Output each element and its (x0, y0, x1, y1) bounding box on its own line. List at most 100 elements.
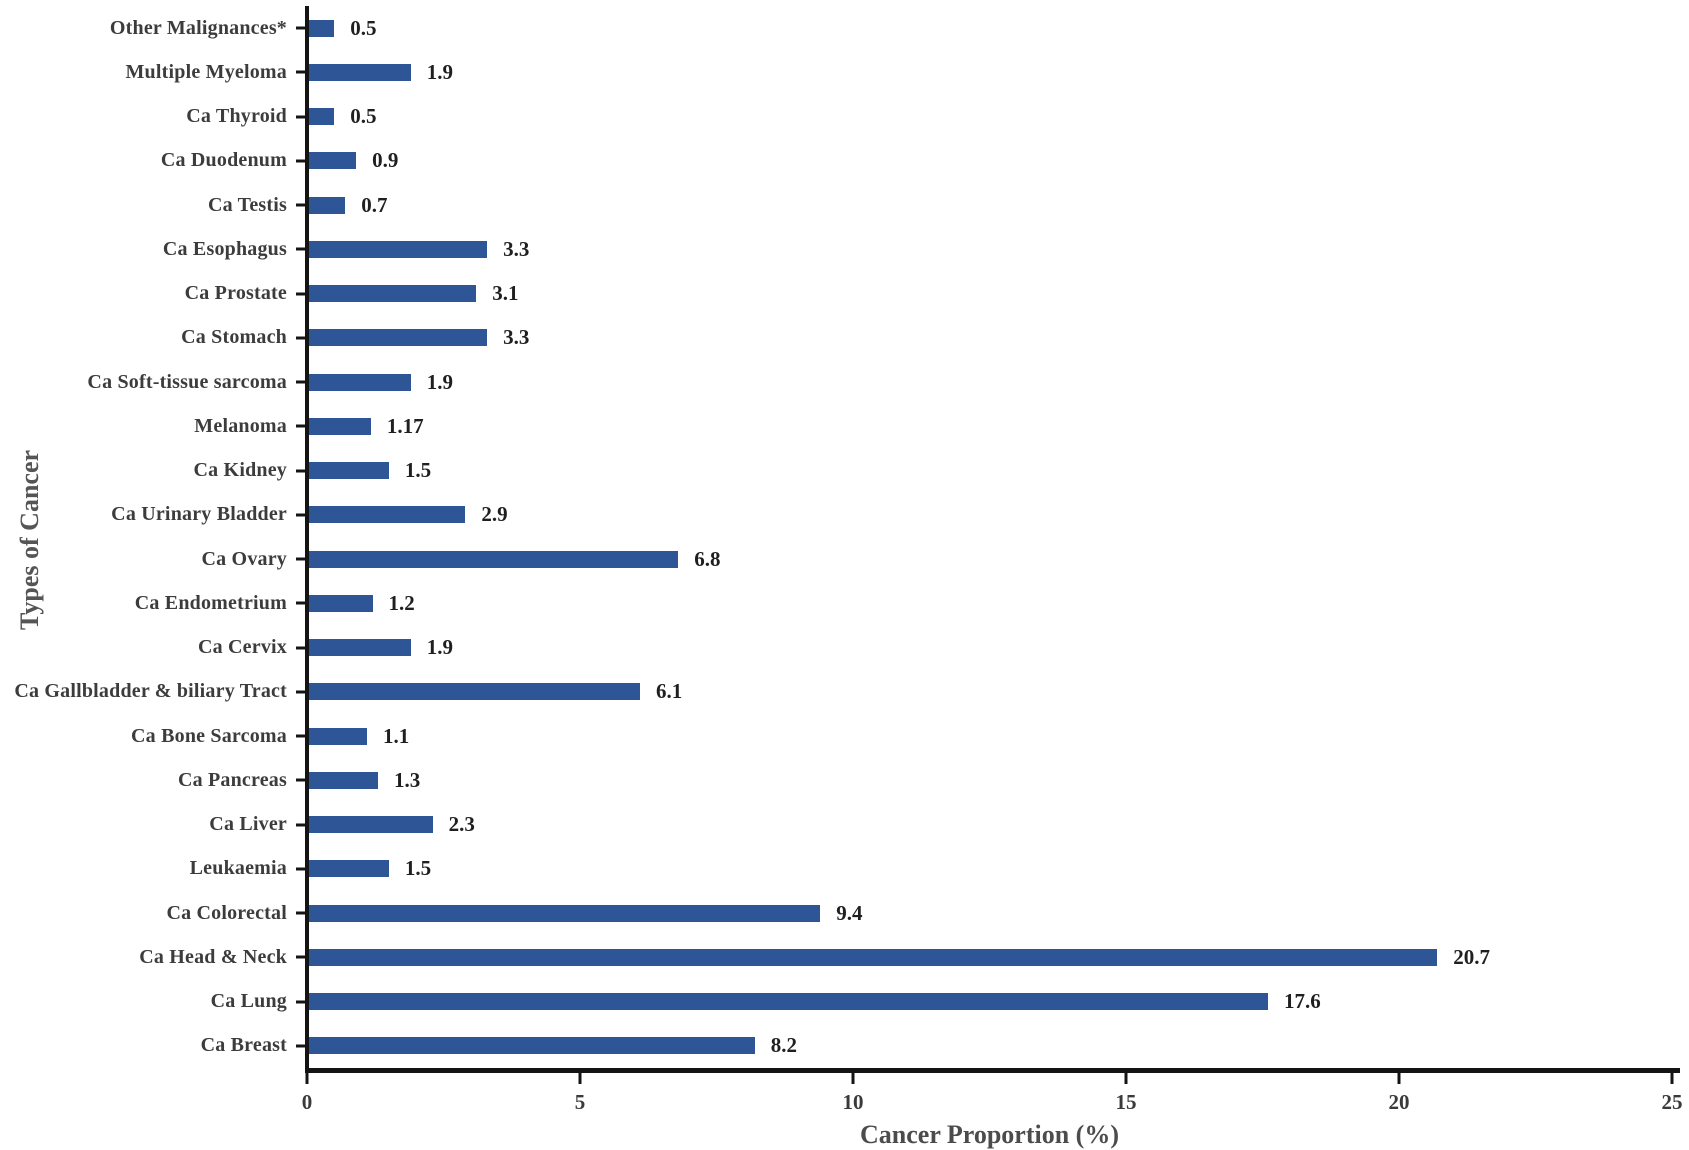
value-label: 3.1 (492, 281, 519, 306)
y-tick-mark (296, 690, 307, 694)
category-label: Ca Kidney (193, 459, 287, 482)
y-tick-mark (296, 734, 307, 738)
category-label: Multiple Myeloma (125, 60, 287, 83)
category-label: Ca Ovary (201, 547, 287, 570)
category-label: Ca Testis (207, 193, 287, 216)
bar (307, 63, 411, 81)
bar-row: Ca Bone Sarcoma 1.1 (131, 714, 1672, 758)
value-label: 1.2 (388, 590, 415, 615)
category-label: Ca Duodenum (160, 149, 287, 172)
category-label: Ca Head & Neck (139, 945, 287, 968)
bar-row: Ca Ovary 6.8 (202, 537, 1672, 581)
bar (307, 285, 477, 303)
bar (307, 506, 466, 524)
bar (307, 108, 335, 126)
value-label: 1.9 (426, 635, 453, 660)
bar-row: Ca Duodenum 0.9 (161, 139, 1672, 183)
category-label: Ca Breast (200, 1034, 287, 1057)
category-label: Leukaemia (189, 857, 287, 880)
bar-rows: Other Malignances* 0.5 Multiple Myeloma 1.9… (14, 6, 1672, 1068)
y-axis-line (305, 6, 309, 1072)
category-label: Ca Cervix (198, 636, 287, 659)
value-label: 1.17 (386, 413, 424, 438)
value-label: 9.4 (836, 900, 863, 925)
x-tick-mark (1397, 1073, 1401, 1084)
bar-row: Ca Urinary Bladder 2.9 (111, 493, 1672, 537)
bar (307, 196, 346, 214)
y-tick-mark (296, 424, 307, 428)
y-tick-mark (296, 646, 307, 650)
bar (307, 373, 411, 391)
bar (307, 993, 1268, 1011)
bar-row: Ca Lung 17.6 (211, 980, 1672, 1024)
y-tick-mark (296, 911, 307, 915)
category-label: Other Malignances* (109, 16, 287, 39)
x-tick-mark (1670, 1073, 1674, 1084)
x-tick-label: 20 (1388, 1090, 1410, 1114)
bar (307, 727, 368, 745)
x-tick-label: 10 (842, 1090, 864, 1114)
y-tick-mark (296, 203, 307, 207)
bar-row: Ca Testis 0.7 (208, 183, 1672, 227)
bar-row: Ca Stomach 3.3 (181, 316, 1672, 360)
y-tick-mark (296, 469, 307, 473)
bar-row: Leukaemia 1.5 (190, 847, 1672, 891)
x-axis-title: Cancer Proportion (%) (860, 1120, 1119, 1149)
bar (307, 19, 335, 37)
y-tick-mark (296, 823, 307, 827)
bar (307, 904, 821, 922)
category-label: Ca Pancreas (177, 768, 287, 791)
value-label: 6.1 (656, 679, 683, 704)
bar (307, 771, 378, 789)
y-axis-title: Types of Cancer (15, 449, 44, 631)
bar (307, 417, 371, 435)
value-label: 1.5 (404, 856, 432, 881)
value-label: 1.9 (426, 59, 453, 84)
bar-row: Ca Prostate 3.1 (185, 272, 1672, 316)
y-tick-mark (296, 778, 307, 782)
bar (307, 683, 641, 701)
x-tick-label: 0 (301, 1090, 313, 1114)
value-label: 17.6 (1283, 989, 1321, 1014)
bar (307, 816, 433, 834)
y-tick-mark (296, 115, 307, 119)
category-label: Ca Thyroid (186, 105, 287, 128)
value-label: 3.3 (503, 236, 530, 261)
value-label: 0.5 (350, 104, 377, 129)
x-tick-mark (578, 1073, 582, 1084)
bar (307, 860, 389, 878)
y-tick-mark (296, 867, 307, 871)
bar-row: Ca Head & Neck 20.7 (139, 935, 1672, 979)
bar-row: Ca Colorectal 9.4 (166, 891, 1672, 935)
bar-row: Ca Gallbladder & biliary Tract 6.1 (14, 670, 1672, 714)
y-tick-mark (296, 70, 307, 74)
value-label: 20.7 (1453, 944, 1490, 969)
value-label: 6.8 (694, 546, 721, 571)
category-label: Ca Urinary Bladder (111, 503, 287, 526)
bar-row: Ca Kidney 1.5 (194, 449, 1672, 493)
category-label: Ca Esophagus (162, 237, 287, 260)
value-label: 3.3 (503, 325, 530, 350)
y-tick-mark (296, 955, 307, 959)
category-label: Ca Soft-tissue sarcoma (87, 370, 287, 393)
category-label: Melanoma (194, 414, 287, 437)
y-tick-mark (296, 513, 307, 517)
bar (307, 948, 1438, 966)
plot-area: Other Malignances* 0.5 Multiple Myeloma 1.9… (14, 6, 1683, 1149)
x-tick-label: 5 (574, 1090, 586, 1114)
bar (307, 462, 389, 480)
x-tick-mark (851, 1073, 855, 1084)
category-label: Ca Lung (210, 990, 287, 1013)
bar-row: Ca Esophagus 3.3 (163, 227, 1672, 271)
value-label: 1.5 (404, 458, 432, 483)
y-tick-mark (296, 292, 307, 296)
x-tick-mark (305, 1073, 309, 1084)
y-tick-mark (296, 336, 307, 340)
y-tick-mark (296, 380, 307, 384)
y-tick-mark (296, 247, 307, 251)
bar (307, 550, 679, 568)
bar-row: Ca Breast 8.2 (201, 1024, 1672, 1068)
bar (307, 639, 411, 657)
bar-row: Ca Soft-tissue sarcoma 1.9 (87, 360, 1672, 404)
